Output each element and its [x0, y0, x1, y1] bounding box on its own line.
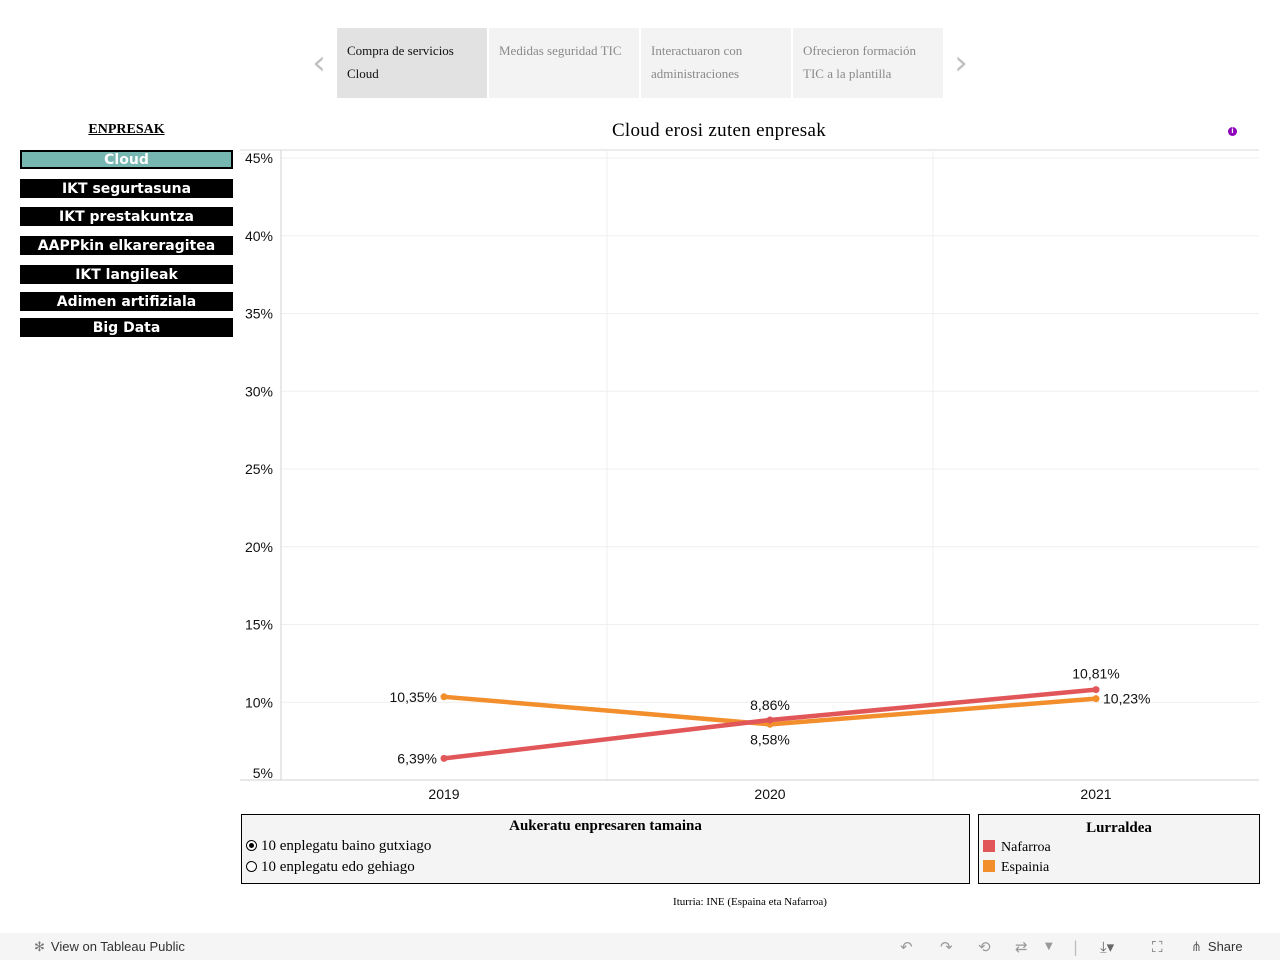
legend-title: Lurraldea — [1086, 820, 1152, 836]
share-label: Share — [1207, 939, 1243, 954]
chevron-left-icon[interactable]: ‹ — [312, 43, 326, 83]
revert-icon[interactable]: ⟲ — [978, 938, 991, 956]
x-tick-label: 2021 — [1080, 786, 1111, 802]
sidebar-item-ikt-segurtasuna[interactable]: IKT segurtasuna — [20, 179, 233, 198]
fullscreen-icon[interactable]: ⛶ — [1152, 938, 1163, 956]
data-point-nafarroa — [1092, 686, 1100, 694]
data-point-espainia — [1092, 695, 1100, 703]
data-point-nafarroa — [766, 716, 774, 724]
sidebar-item-ikt-prestakuntza[interactable]: IKT prestakuntza — [20, 207, 233, 226]
radio-selected-icon[interactable] — [246, 840, 257, 851]
x-tick-label: 2020 — [754, 786, 785, 802]
legend-swatch — [983, 860, 995, 872]
legend: Lurraldea Nafarroa Espainia — [978, 814, 1260, 884]
sidebar-item-big-data[interactable]: Big Data — [20, 318, 233, 337]
divider-icon: | — [1073, 938, 1079, 956]
sidebar-item-aappkin-elkareragitea[interactable]: AAPPkin elkareragitea — [20, 236, 233, 255]
source-note: Iturria: INE (Espaina eta Nafarroa) — [673, 896, 827, 908]
data-label-nafarroa: 6,39% — [397, 750, 437, 766]
view-on-tableau-label: View on Tableau Public — [50, 939, 185, 954]
legend-item-nafarroa[interactable]: Nafarroa — [983, 838, 1051, 858]
size-option-label: 10 enplegatu baino gutxiago — [261, 838, 432, 854]
redo-icon[interactable]: ↷ — [940, 938, 953, 956]
y-tick-label: 10% — [245, 694, 273, 710]
tab-compra-servicios-cloud[interactable]: Compra de servicios Cloud — [337, 28, 487, 98]
y-tick-label: 25% — [245, 461, 273, 477]
sidebar-item-cloud[interactable]: Cloud — [20, 150, 233, 169]
chevron-right-icon[interactable]: › — [954, 43, 968, 83]
data-label-espainia: 10,35% — [390, 689, 437, 705]
y-tick-label: 15% — [245, 617, 273, 633]
y-tick-label: 30% — [245, 383, 273, 399]
download-icon[interactable]: ⤓▾ — [1100, 938, 1115, 956]
y-tick-label: 5% — [253, 765, 273, 781]
size-option-large[interactable]: 10 enplegatu edo gehiago — [246, 857, 415, 877]
size-filter-title: Aukeratu enpresaren tamaina — [509, 818, 702, 834]
data-label-espainia: 8,58% — [750, 731, 790, 747]
view-on-tableau-link[interactable]: ✻ View on Tableau Public — [34, 939, 185, 955]
data-point-nafarroa — [440, 754, 448, 762]
undo-icon[interactable]: ↶ — [900, 938, 913, 956]
legend-label: Nafarroa — [1001, 840, 1051, 855]
data-label-nafarroa: 10,81% — [1072, 666, 1119, 682]
tableau-icon: ✻ — [34, 940, 45, 955]
refresh-icon[interactable]: ⇄ — [1015, 938, 1028, 956]
legend-item-espainia[interactable]: Espainia — [983, 858, 1049, 878]
sidebar-title: ENPRESAK — [88, 122, 165, 137]
sidebar-item-ikt-langileak[interactable]: IKT langileak — [20, 265, 233, 284]
share-button[interactable]: ⋔ Share — [1191, 939, 1243, 955]
x-tick-label: 2019 — [428, 786, 459, 802]
y-tick-label: 20% — [245, 539, 273, 555]
y-tick-label: 35% — [245, 306, 273, 322]
data-label-nafarroa: 8,86% — [750, 697, 790, 713]
y-tick-label: 40% — [245, 228, 273, 244]
tab-interactuaron-administraciones[interactable]: Interactuaron con administraciones — [641, 28, 791, 98]
data-label-espainia: 10,23% — [1103, 691, 1150, 707]
sidebar-item-adimen-artifiziala[interactable]: Adimen artifiziala — [20, 292, 233, 311]
tab-ofrecieron-formacion[interactable]: Ofrecieron formación TIC a la plantilla — [793, 28, 943, 98]
data-point-espainia — [440, 693, 448, 701]
legend-label: Espainia — [1001, 860, 1050, 875]
tableau-toolbar: ✻ View on Tableau Public ↶ ↷ ⟲ ⇄ ▼ | ⤓▾ ⛶… — [0, 933, 1280, 960]
chart-title: Cloud erosi zuten enpresak — [611, 120, 827, 141]
size-option-label: 10 enplegatu edo gehiago — [261, 859, 415, 875]
size-option-small[interactable]: 10 enplegatu baino gutxiago — [246, 836, 431, 856]
info-icon[interactable]: i — [1228, 127, 1237, 136]
legend-swatch — [983, 840, 995, 852]
radio-unselected-icon[interactable] — [246, 861, 257, 872]
tab-medidas-seguridad[interactable]: Medidas seguridad TIC — [489, 28, 639, 98]
size-filter: Aukeratu enpresaren tamaina 10 enplegatu… — [241, 814, 970, 884]
y-tick-label: 45% — [245, 150, 273, 166]
share-icon: ⋔ — [1191, 940, 1202, 955]
chevron-down-icon[interactable]: ▼ — [1045, 941, 1053, 952]
